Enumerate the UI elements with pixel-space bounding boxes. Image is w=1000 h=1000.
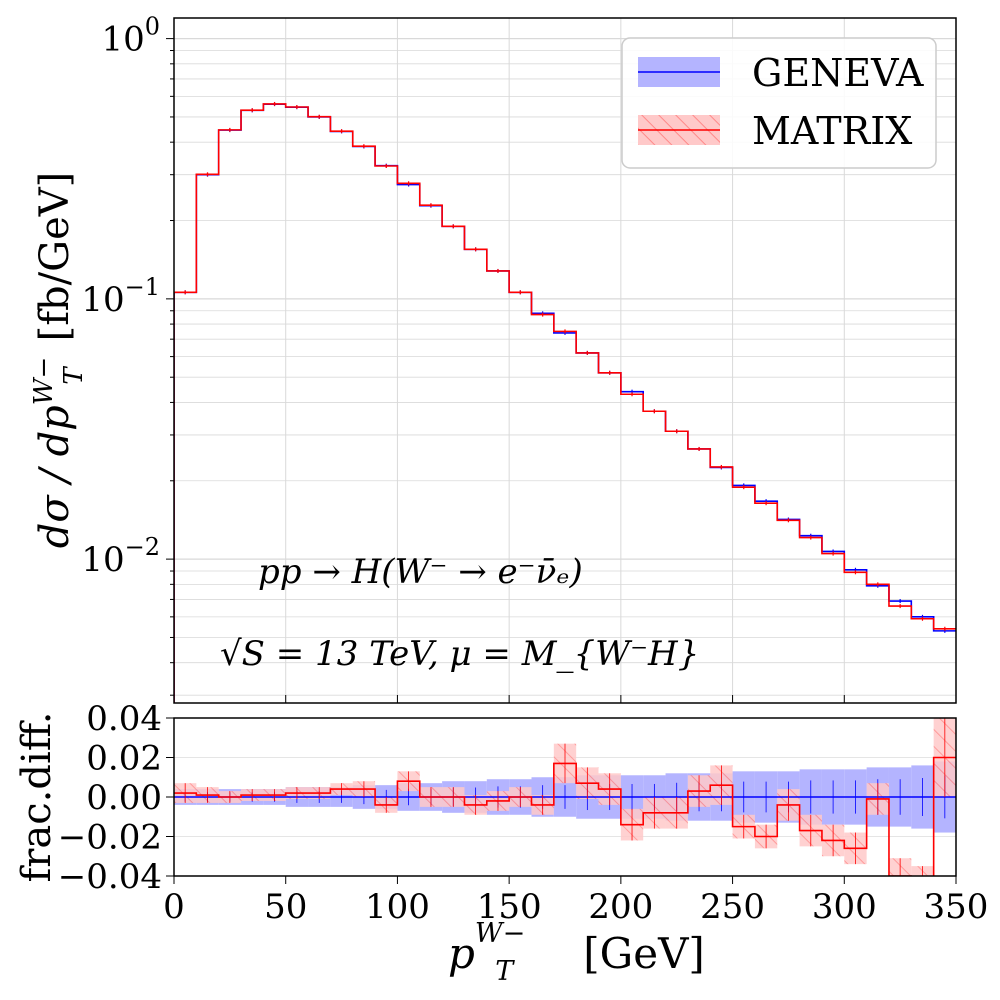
legend: GENEVA MATRIX <box>621 37 937 169</box>
ratio-plot-area <box>174 718 956 876</box>
x-tick-label: 100 <box>365 887 430 927</box>
ratio-y-axis-label: frac.diff. <box>14 712 60 883</box>
ratio-y-tick-label: 0.04 <box>86 699 162 739</box>
x-tick-label: 200 <box>588 887 653 927</box>
ratio-ticks: 0.040.020.00−0.02−0.040 50 100 150 200 250 300… <box>58 699 989 927</box>
y-tick-label: 10−1 <box>81 273 160 320</box>
main-y-axis-label-sup: W− <box>29 357 59 406</box>
ratio-y-tick-label: −0.04 <box>58 857 162 897</box>
x-axis-label-sub: T <box>495 956 515 987</box>
main-y-axis-label-unit: [fb/GeV] <box>32 172 78 342</box>
x-tick-label: 350 <box>924 887 989 927</box>
x-axis-label-sup: W− <box>475 918 525 949</box>
series-line-geneva <box>174 103 956 703</box>
main-y-axis-label-text: dσ / dp <box>32 405 78 548</box>
x-tick-label: 250 <box>700 887 765 927</box>
series-line-matrix <box>174 103 956 703</box>
ratio-y-tick-label: −0.02 <box>58 818 162 858</box>
main-y-axis-label: dσ / dpW−T [fb/GeV] <box>29 172 89 549</box>
x-axis-label-unit: [GeV] <box>583 929 705 978</box>
y-tick-label: 100 <box>101 13 160 60</box>
main-plot-area <box>174 101 956 703</box>
main-y-axis-label-sub: T <box>59 366 89 385</box>
y-tick-label: 10−2 <box>81 533 160 580</box>
x-tick-label: 300 <box>812 887 877 927</box>
x-axis-label: pW− T [GeV] <box>448 918 705 987</box>
matrix-ratio-line <box>174 756 956 876</box>
ratio-y-tick-label: 0.00 <box>86 778 162 818</box>
main-plot-frame <box>173 17 957 704</box>
x-tick-label: 50 <box>264 887 307 927</box>
x-tick-label: 150 <box>477 887 542 927</box>
process-annotation: pp → H(W⁻ → e⁻ν̄ₑ) <box>258 552 583 592</box>
main-y-ticks: 100 10−1 10−2 <box>81 13 845 703</box>
legend-matrix-label: MATRIX <box>752 109 912 153</box>
x-axis-label-text: p <box>448 929 475 978</box>
ratio-y-tick-label: 0.02 <box>86 739 162 779</box>
legend-geneva-label: GENEVA <box>752 51 924 95</box>
setup-annotation: √S = 13 TeV, μ = M_{W⁻H} <box>220 634 699 674</box>
x-tick-label: 0 <box>163 887 185 927</box>
